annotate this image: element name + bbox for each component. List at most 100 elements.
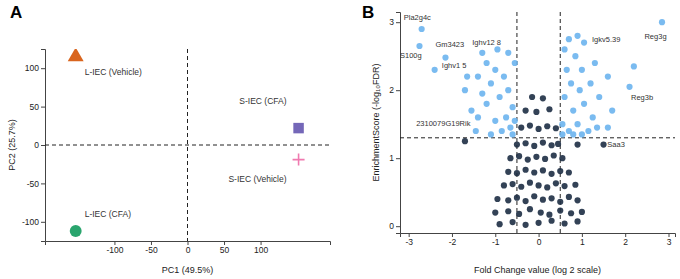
x-tick: -50 [145, 241, 158, 255]
point [538, 210, 544, 216]
point [293, 123, 303, 133]
point [527, 122, 533, 128]
point [587, 80, 593, 86]
reference-line [45, 145, 330, 146]
x-tick-label: -3 [405, 237, 413, 247]
point [566, 36, 572, 42]
y-tick: 1 [389, 153, 400, 163]
point [596, 94, 602, 100]
point [529, 94, 535, 100]
point [503, 114, 509, 120]
y-tick: 3 [389, 17, 400, 27]
point-label: L-IEC (Vehicle) [85, 67, 142, 77]
point [505, 169, 511, 175]
x-tick: 50 [220, 241, 230, 255]
point [518, 125, 524, 131]
point [600, 142, 606, 148]
point [585, 128, 591, 134]
annotation: Saa3 [607, 140, 625, 149]
point [419, 26, 425, 32]
y-axis: -100-50050100 [22, 50, 46, 242]
annotation: Ighv12 8 [472, 38, 501, 47]
point [442, 54, 448, 60]
point [484, 101, 490, 107]
point [510, 104, 516, 110]
point [494, 196, 500, 202]
point [572, 182, 578, 188]
point [609, 108, 615, 114]
y-tick-label: 50 [30, 102, 40, 112]
point [568, 80, 574, 86]
point [574, 33, 580, 39]
point [531, 169, 537, 175]
point [570, 108, 576, 114]
plot-area [45, 49, 330, 241]
point [535, 182, 541, 188]
series [462, 94, 607, 228]
y-tick: 0 [389, 221, 400, 231]
point-label: S-IEC (Vehicle) [228, 174, 286, 184]
point [559, 131, 565, 137]
point [479, 91, 485, 97]
point [579, 209, 585, 215]
point [473, 128, 479, 134]
point [557, 168, 563, 174]
point [68, 49, 84, 61]
labels: Pla2g4cS100gGm3423Ighv1 5Ighv12 82310079… [400, 13, 667, 149]
point [527, 206, 533, 212]
point [475, 74, 481, 80]
annotation: Igkv5.39 [592, 35, 620, 44]
point [546, 212, 552, 218]
x-tick-label: -1 [492, 237, 500, 247]
point [432, 67, 438, 73]
y-tick: 0 [34, 140, 45, 150]
point [574, 121, 580, 127]
point [544, 184, 550, 190]
annotation: Ighv1 5 [442, 61, 467, 70]
point [535, 220, 541, 226]
point [492, 67, 498, 73]
x-tick-label: 2 [623, 237, 628, 247]
point [516, 211, 522, 217]
x-tick: 2 [623, 233, 628, 247]
point [555, 141, 561, 147]
point [605, 74, 611, 80]
point [574, 197, 580, 203]
y-axis-title: EnrichmentScore (-log₁₀FDR) [371, 64, 381, 182]
point [523, 167, 529, 173]
y-tick-label: 0 [389, 221, 394, 231]
point [572, 53, 578, 59]
point [631, 63, 637, 69]
x-tick: 0 [537, 233, 542, 247]
y-tick-mark [41, 183, 45, 184]
point [518, 184, 524, 190]
point [566, 169, 572, 175]
point [488, 80, 494, 86]
point [497, 221, 503, 227]
x-tick-label: -2 [449, 237, 457, 247]
annotation: Reg3b [631, 93, 653, 102]
point [579, 131, 585, 137]
x-tick: -2 [449, 233, 457, 247]
point [540, 95, 546, 101]
point [505, 208, 511, 214]
point [501, 74, 507, 80]
point [523, 108, 529, 114]
point [525, 156, 531, 162]
labels: L-IEC (Vehicle)L-IEC (CFA)S-IEC (CFA)S-I… [85, 67, 287, 219]
point [531, 193, 537, 199]
point [542, 156, 548, 162]
point [581, 40, 587, 46]
point [494, 46, 500, 52]
point [546, 106, 552, 112]
point [527, 180, 533, 186]
point [544, 123, 550, 129]
point [492, 210, 498, 216]
x-tick-label: 100 [254, 245, 268, 255]
point [659, 19, 665, 25]
x-tick-label: 50 [220, 245, 230, 255]
x-axis-title: Fold Change value (log 2 scale) [474, 265, 601, 275]
point [540, 167, 546, 173]
y-tick: 50 [30, 102, 45, 112]
y-tick-mark [396, 158, 400, 159]
